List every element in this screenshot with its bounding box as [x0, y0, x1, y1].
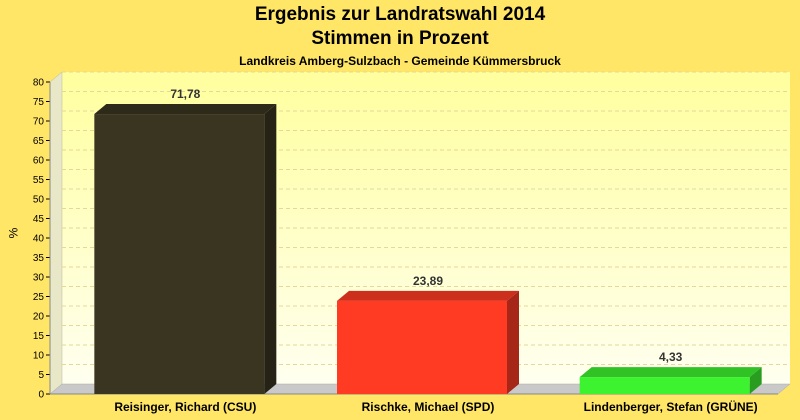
y-tick-label: 10 [33, 351, 45, 362]
x-tick-label: Rischke, Michael (SPD) [362, 400, 495, 414]
y-tick-label: 65 [33, 136, 45, 147]
bar-front [337, 300, 507, 394]
chart-title: Ergebnis zur Landratswahl 2014 [254, 4, 546, 25]
data-label: 4,33 [659, 350, 683, 364]
data-label: 71,78 [170, 87, 200, 101]
data-label: 23,89 [413, 274, 443, 288]
bar [579, 367, 762, 394]
y-tick-label: 30 [33, 273, 45, 284]
bar [94, 104, 277, 395]
bar [337, 290, 519, 394]
bar-front [579, 377, 750, 394]
bar-side [507, 290, 519, 394]
y-tick-label: 70 [33, 117, 45, 128]
chart-subtitle: Landkreis Amberg-Sulzbach - Gemeinde Küm… [239, 54, 561, 68]
chart-title-line2: Stimmen in Prozent [311, 28, 489, 49]
y-tick-label: 80 [33, 78, 45, 89]
y-tick-label: 60 [33, 156, 45, 167]
y-tick-label: 50 [33, 195, 45, 206]
bar-front [94, 114, 265, 395]
y-tick-label: 5 [38, 370, 44, 381]
y-tick-label: 20 [33, 312, 45, 323]
bar-top [94, 104, 277, 115]
y-tick-label: 25 [33, 292, 45, 303]
bar-top [579, 367, 762, 378]
bar-top [337, 290, 519, 301]
y-tick-label: 40 [33, 234, 45, 245]
plot-side-wall [49, 71, 63, 395]
y-tick-label: 55 [33, 175, 45, 186]
x-tick-label: Reisinger, Richard (CSU) [114, 400, 256, 414]
y-tick-label: 45 [33, 214, 45, 225]
x-tick-label: Lindenberger, Stefan (GRÜNE) [584, 399, 758, 414]
y-tick-label: 75 [33, 97, 45, 108]
y-tick-label: 35 [33, 253, 45, 264]
y-tick-label: 0 [38, 390, 44, 401]
y-tick-label: 15 [33, 331, 45, 342]
bar-side [264, 104, 277, 395]
bar-side [749, 367, 762, 394]
